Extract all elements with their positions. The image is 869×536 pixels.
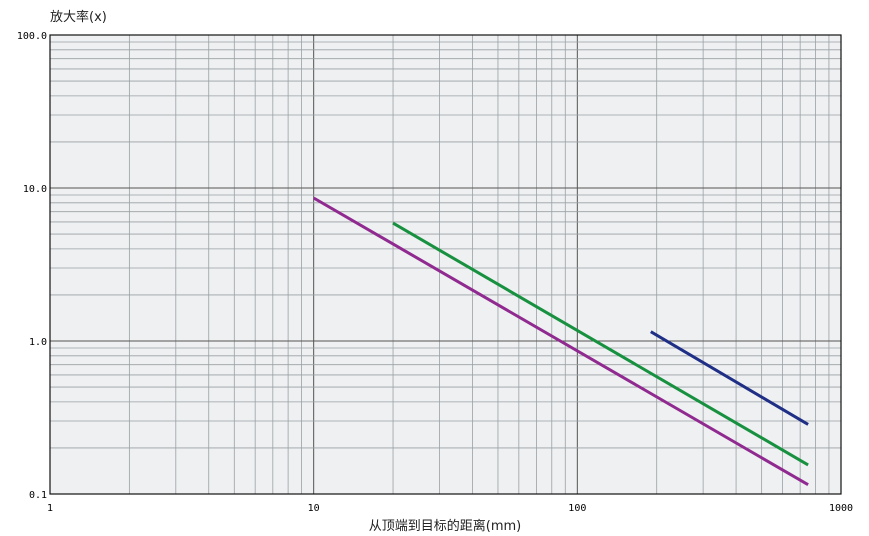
series-line-3: [650, 330, 809, 426]
plot-frame: [49, 34, 842, 495]
y-tick-labels: 0.1 1.0 10.0 100.0: [17, 31, 47, 501]
y-tick-label: 100.0: [17, 31, 47, 42]
x-tick-label: 10: [308, 503, 320, 514]
x-tick-label: 1: [47, 503, 53, 514]
plot-area: [50, 35, 841, 494]
x-tick-labels: 1 10 100 1000: [47, 503, 853, 514]
x-tick-label: 100: [568, 503, 586, 514]
grid-lines: [50, 35, 841, 494]
series-lines: [312, 196, 809, 486]
x-tick-label: 1000: [829, 503, 853, 514]
series-line-2: [392, 221, 809, 467]
y-tick-label: 10.0: [23, 184, 47, 195]
y-tick-label: 1.0: [29, 337, 47, 348]
y-axis-title: 放大率(x): [50, 9, 107, 25]
y-tick-label: 0.1: [29, 490, 47, 501]
x-axis-title: 从顶端到目标的距离(mm): [369, 518, 521, 534]
series-line-1: [312, 196, 809, 486]
